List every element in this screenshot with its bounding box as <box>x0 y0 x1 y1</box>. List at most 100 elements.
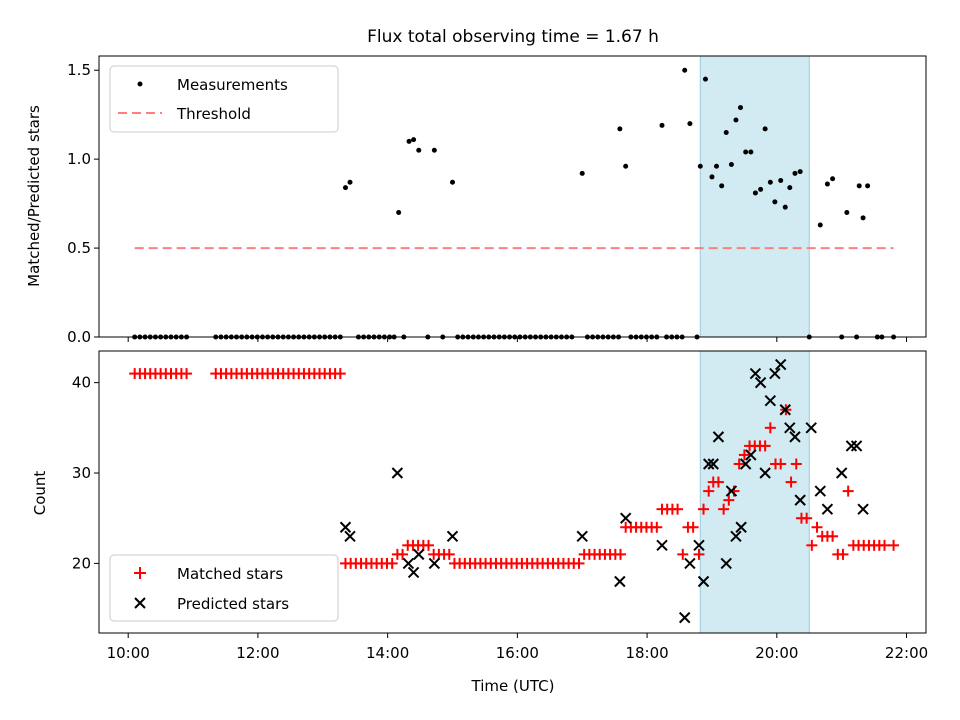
predicted-star-marker <box>835 467 848 479</box>
matched-star-marker <box>614 548 626 560</box>
predicted-star-marker <box>684 557 696 570</box>
predicted-star-marker <box>814 485 826 497</box>
x-tick-label: 20:00 <box>755 644 798 662</box>
predicted-star-marker <box>794 494 806 506</box>
measurement-point <box>743 149 749 155</box>
matched-star-marker <box>888 539 900 551</box>
matched-star-marker <box>827 530 839 542</box>
predicted-star-marker <box>769 367 781 380</box>
matched-star-marker <box>775 458 787 470</box>
x-tick-label: 22:00 <box>885 644 928 662</box>
measurement-point <box>697 163 703 169</box>
matched-star-marker <box>806 539 818 551</box>
predicted-star-marker <box>428 557 441 570</box>
predicted-star-marker <box>446 530 459 542</box>
predicted-star-marker <box>805 422 817 434</box>
measurement-point <box>762 126 768 132</box>
y-tick-label: 30 <box>72 464 91 482</box>
measurement-point <box>406 138 412 144</box>
x-tick-label: 12:00 <box>236 644 279 662</box>
matched-star-marker <box>759 440 771 452</box>
predicted-star-marker <box>679 611 691 624</box>
matched-star-marker <box>687 521 699 533</box>
measurement-point <box>659 122 665 128</box>
measurement-point <box>411 137 417 143</box>
measurement-point <box>748 149 754 155</box>
matched-star-marker <box>733 458 745 470</box>
top-axes-frame <box>98 55 927 338</box>
matched-star-marker <box>397 548 409 560</box>
measurement-point <box>797 169 803 175</box>
predicted-star-marker <box>614 575 626 588</box>
measurement-point <box>709 174 715 180</box>
measurement-point <box>450 179 456 185</box>
measurement-point <box>579 170 585 176</box>
predicted-star-marker <box>703 458 715 470</box>
y-tick-label: 1.5 <box>67 61 91 79</box>
top-x-ticks <box>127 337 908 342</box>
y-tick-label: 20 <box>72 554 91 572</box>
measurement-point <box>817 222 823 228</box>
legend-matched-marker <box>134 567 146 579</box>
measurement-point <box>767 179 773 185</box>
matched-star-marker <box>693 548 705 560</box>
predicted-star-marker <box>344 530 356 542</box>
predicted-star-marker <box>730 530 742 542</box>
matched-star-marker <box>764 422 776 434</box>
matched-star-marker <box>718 503 730 515</box>
bottom-y-ticks: 20 30 40 <box>72 374 99 572</box>
top-y-ticks: 0.0 0.5 1.0 1.5 <box>67 61 99 346</box>
matched-star-marker <box>672 503 684 515</box>
measurement-point <box>737 105 743 111</box>
top-y-axis-label: Matched/Predicted stars <box>25 105 43 287</box>
matched-star-marker <box>811 521 823 533</box>
top-panel: 0.0 0.5 1.0 1.5 Matched/Predicted stars Mea… <box>25 55 927 346</box>
matched-star-marker <box>573 557 585 569</box>
measurement-point <box>844 210 850 216</box>
predicted-star-marker <box>693 539 705 552</box>
legend-predicted-marker <box>134 597 146 609</box>
predicted-star-marker <box>764 395 777 407</box>
legend-predicted-label: Predicted stars <box>177 595 289 613</box>
measurement-point <box>347 179 353 185</box>
measurement-point <box>723 129 729 135</box>
measurement-point <box>830 176 836 182</box>
predicted-star-marker <box>749 367 762 380</box>
x-tick-label: 14:00 <box>366 644 409 662</box>
y-tick-label: 0.0 <box>67 328 91 346</box>
matched-star-marker <box>423 539 435 551</box>
predicted-star-marker <box>712 431 725 443</box>
predicted-star-marker <box>725 485 738 497</box>
measurement-point <box>865 183 871 189</box>
matched-star-marker <box>712 476 724 488</box>
y-tick-label: 1.0 <box>67 150 91 168</box>
chart-title: Flux total observing time = 1.67 h <box>367 27 659 47</box>
x-tick-label: 10:00 <box>107 644 150 662</box>
measurement-point <box>687 121 693 127</box>
legend-measurements-label: Measurements <box>177 76 288 94</box>
matched-star-marker <box>738 449 750 461</box>
predicted-star-marker <box>656 539 668 552</box>
predicted-star-marker <box>619 512 632 524</box>
predicted-star-marker <box>745 449 757 461</box>
predicted-star-marker <box>759 467 771 479</box>
predicted-star-marker <box>754 376 767 389</box>
measurement-point <box>682 67 688 73</box>
measurement-point <box>342 185 348 191</box>
bottom-axes-frame <box>98 350 927 634</box>
measurement-point <box>792 170 798 176</box>
measurement-point <box>416 147 422 153</box>
legend-matched-label: Matched stars <box>177 565 283 583</box>
measurement-point <box>733 117 739 123</box>
matched-star-marker <box>677 548 689 560</box>
predicted-star-marker <box>402 557 415 570</box>
matched-star-marker <box>698 503 710 515</box>
x-tick-label: 18:00 <box>625 644 668 662</box>
bottom-panel: 20 30 40 10:00 12:00 14:00 16:00 18:00 20:00 22:… <box>31 350 928 695</box>
bottom-highlight-span <box>699 350 810 634</box>
measurement-point <box>856 183 862 189</box>
x-axis-label: Time (UTC) <box>471 677 555 695</box>
measurement-point <box>728 161 734 167</box>
bottom-legend: Matched stars Predicted stars <box>109 554 339 622</box>
predicted-star-marker <box>789 431 801 443</box>
